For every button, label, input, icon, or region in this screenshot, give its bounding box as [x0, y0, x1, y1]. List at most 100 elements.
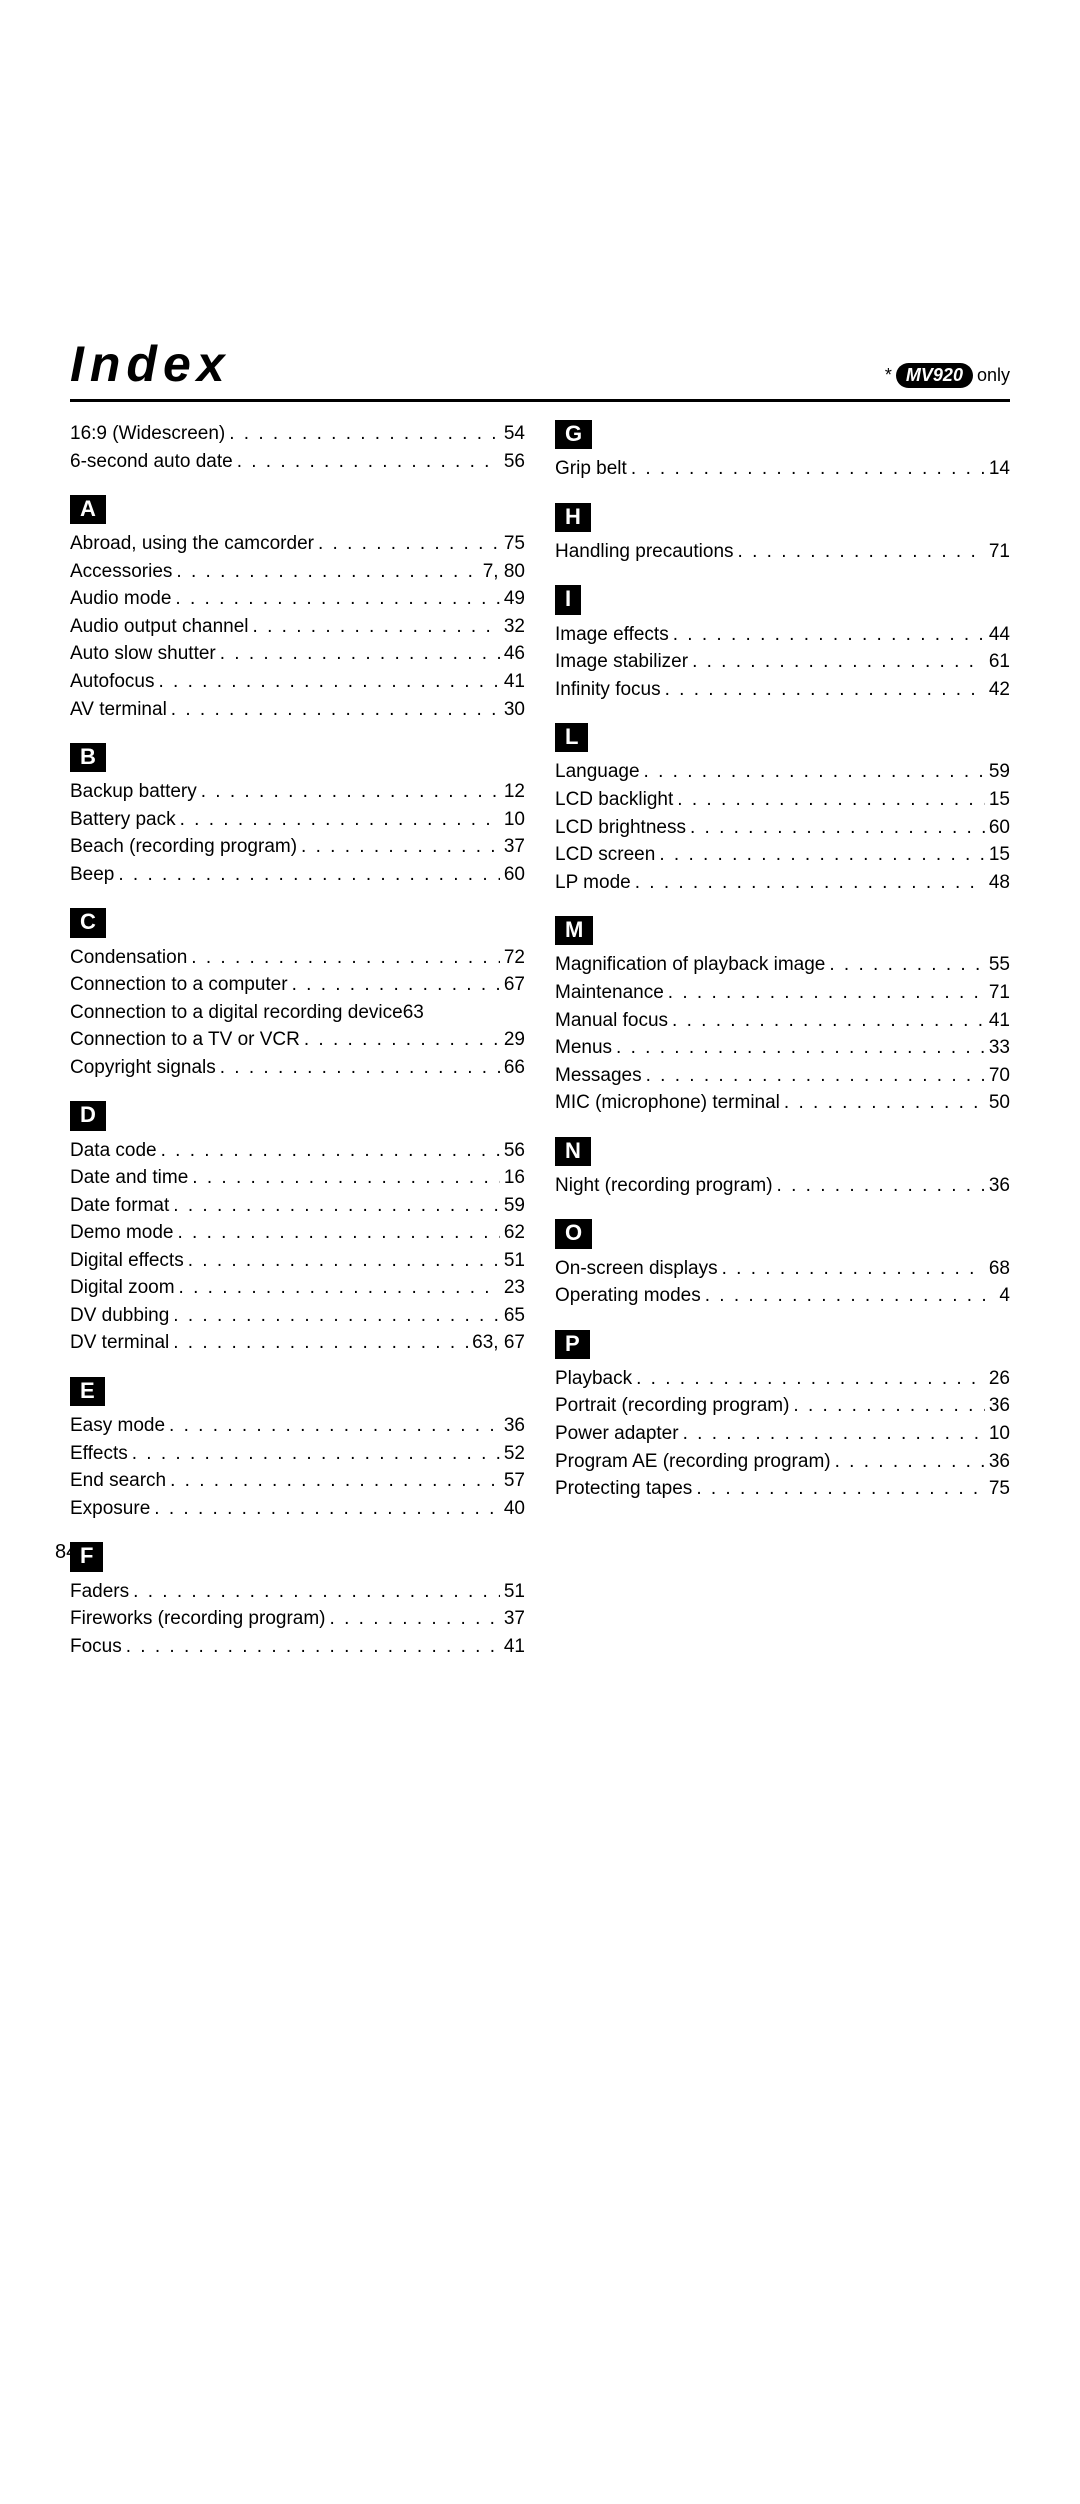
- entry-page: 44: [989, 621, 1010, 649]
- section-letter: E: [70, 1377, 105, 1406]
- entry-dots: [636, 1365, 985, 1393]
- entry-term: LCD brightness: [555, 814, 686, 842]
- entry-dots: [692, 648, 985, 676]
- index-entry: MIC (microphone) terminal50: [555, 1089, 1010, 1117]
- index-entry: DV terminal63, 67: [70, 1329, 525, 1357]
- entry-page: 51: [504, 1578, 525, 1606]
- entry-term: Connection to a TV or VCR: [70, 1026, 300, 1054]
- entry-term: Data code: [70, 1137, 157, 1165]
- section-letter: A: [70, 495, 106, 524]
- entry-term: Effects: [70, 1440, 128, 1468]
- entry-dots: [793, 1392, 984, 1420]
- entry-dots: [784, 1089, 985, 1117]
- entry-page: 56: [504, 1137, 525, 1165]
- index-entry: Audio mode49: [70, 585, 525, 613]
- index-entry: Fireworks (recording program)37: [70, 1605, 525, 1633]
- entry-dots: [132, 1440, 500, 1468]
- entry-page: 63: [403, 999, 424, 1027]
- entry-term: Focus: [70, 1633, 122, 1661]
- entry-page: 61: [989, 648, 1010, 676]
- entry-term: Messages: [555, 1062, 642, 1090]
- index-entry: LCD screen15: [555, 841, 1010, 869]
- entry-term: 6-second auto date: [70, 448, 233, 476]
- entry-page: 15: [989, 786, 1010, 814]
- entry-term: Magnification of playback image: [555, 951, 825, 979]
- entry-dots: [154, 1495, 500, 1523]
- entry-page: 4: [999, 1282, 1010, 1310]
- entry-dots: [118, 861, 499, 889]
- index-entry: Data code 56: [70, 1137, 525, 1165]
- entry-term: Condensation: [70, 944, 187, 972]
- index-entry: Audio output channel32: [70, 613, 525, 641]
- entry-term: Beep: [70, 861, 114, 889]
- note-suffix: only: [977, 365, 1010, 386]
- entry-dots: [722, 1255, 985, 1283]
- entry-term: Night (recording program): [555, 1172, 773, 1200]
- entry-dots: [301, 833, 500, 861]
- index-entry: 6-second auto date56: [70, 448, 525, 476]
- entry-term: Copyright signals: [70, 1054, 216, 1082]
- entry-page: 41: [504, 1633, 525, 1661]
- entry-term: Manual focus: [555, 1007, 668, 1035]
- entry-dots: [683, 1420, 985, 1448]
- entry-page: 54: [504, 420, 525, 448]
- index-entry: Copyright signals 66: [70, 1054, 525, 1082]
- entry-term: DV dubbing: [70, 1302, 169, 1330]
- entry-term: Easy mode: [70, 1412, 165, 1440]
- entry-page: 51: [504, 1247, 525, 1275]
- entry-dots: [126, 1633, 500, 1661]
- entry-page: 66: [504, 1054, 525, 1082]
- entry-page: 52: [504, 1440, 525, 1468]
- entry-term: Audio mode: [70, 585, 171, 613]
- entry-page: 75: [504, 530, 525, 558]
- index-entry: Digital zoom23: [70, 1274, 525, 1302]
- entry-term: Playback: [555, 1365, 632, 1393]
- index-entry: DV dubbing65: [70, 1302, 525, 1330]
- section-letter: M: [555, 916, 593, 945]
- entry-term: Faders: [70, 1578, 129, 1606]
- entry-term: On-screen displays: [555, 1255, 718, 1283]
- index-entry: LP mode48: [555, 869, 1010, 897]
- left-column: 16:9 (Widescreen)546-second auto date56A…: [70, 420, 525, 1660]
- entry-page: 55: [989, 951, 1010, 979]
- entry-dots: [171, 696, 500, 724]
- entry-dots: [635, 869, 985, 897]
- entry-page: 36: [989, 1392, 1010, 1420]
- entry-dots: [330, 1605, 500, 1633]
- index-entry: Accessories7, 80: [70, 558, 525, 586]
- entry-term: Image effects: [555, 621, 669, 649]
- entry-term: End search: [70, 1467, 166, 1495]
- entry-dots: [696, 1475, 985, 1503]
- entry-term: Language: [555, 758, 640, 786]
- section-letter: C: [70, 908, 106, 937]
- entry-term: Handling precautions: [555, 538, 734, 566]
- index-entry: Menus33: [555, 1034, 1010, 1062]
- entry-term: Connection to a computer: [70, 971, 288, 999]
- note-asterisk: *: [885, 365, 892, 386]
- entry-term: Power adapter: [555, 1420, 679, 1448]
- entry-term: Maintenance: [555, 979, 664, 1007]
- index-page: Index * MV920 only 16:9 (Widescreen)546-…: [0, 0, 1080, 2504]
- index-entry: Faders 51: [70, 1578, 525, 1606]
- index-entry: Maintenance71: [555, 979, 1010, 1007]
- index-entry: Backup battery12: [70, 778, 525, 806]
- index-entry: Battery pack10: [70, 806, 525, 834]
- entry-dots: [229, 420, 500, 448]
- entry-page: 36: [989, 1448, 1010, 1476]
- entry-term: AV terminal: [70, 696, 167, 724]
- entry-page: 30: [504, 696, 525, 724]
- entry-dots: [192, 1164, 500, 1192]
- entry-dots: [188, 1247, 500, 1275]
- entry-term: Menus: [555, 1034, 612, 1062]
- entry-dots: [173, 1302, 500, 1330]
- index-entry: Beach (recording program)37: [70, 833, 525, 861]
- entry-dots: [835, 1448, 985, 1476]
- index-entry: Messages70: [555, 1062, 1010, 1090]
- entry-dots: [646, 1062, 985, 1090]
- index-entry: Date and time16: [70, 1164, 525, 1192]
- entry-term: Date format: [70, 1192, 169, 1220]
- entry-term: Exposure: [70, 1495, 150, 1523]
- entry-dots: [318, 530, 500, 558]
- entry-term: Operating modes: [555, 1282, 701, 1310]
- entry-dots: [178, 1219, 500, 1247]
